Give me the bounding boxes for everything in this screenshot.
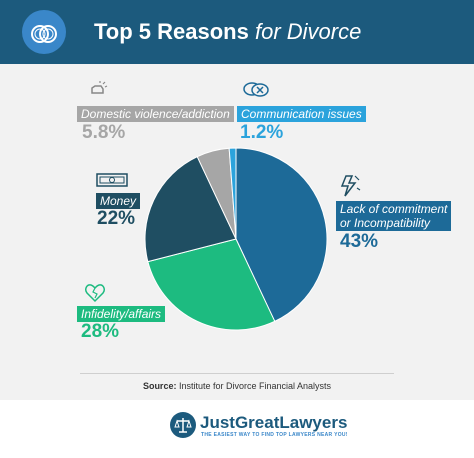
scales-icon [170, 412, 196, 438]
pie-slice-infidelity-affairs [147, 238, 276, 331]
pie-chart [144, 147, 328, 331]
money-icon [96, 172, 128, 193]
pct-communication-issues: 1.2% [240, 122, 284, 143]
pct-domestic-violence: 5.8% [82, 122, 126, 143]
divider [80, 373, 394, 374]
label-communication-issues: Communication issues [237, 106, 366, 122]
header-banner: Top 5 Reasons for Divorce [0, 0, 474, 64]
source-note: Source: Institute for Divorce Financial … [142, 381, 332, 391]
label-lack-of-commitment: Lack of commitment or Incompatibility [336, 201, 452, 231]
label-domestic-violence: Domestic violence/addiction [77, 106, 234, 122]
pie-slice-lack-of-commitment-or-incompatibility [235, 147, 328, 323]
pie-slice-money [144, 155, 237, 263]
fist-icon [88, 80, 108, 105]
label-infidelity: Infidelity/affairs [77, 306, 166, 322]
pie-slice-communication-issues [228, 147, 237, 240]
brand-name[interactable]: JustGreatLawyers [200, 413, 348, 432]
lightning-icon [338, 174, 362, 203]
label-money: Money [96, 193, 141, 209]
broken-heart-icon [84, 283, 106, 308]
pct-money: 22% [97, 208, 136, 229]
wedding-rings-icon [22, 10, 66, 54]
pct-infidelity: 28% [81, 321, 120, 342]
brand-tagline: THE EASIEST WAY TO FIND TOP LAWYERS NEAR… [201, 432, 348, 438]
page-title: Top 5 Reasons for Divorce [94, 19, 362, 44]
pct-lack-of-commitment: 43% [340, 231, 379, 252]
chat-bubbles-icon [242, 80, 270, 105]
